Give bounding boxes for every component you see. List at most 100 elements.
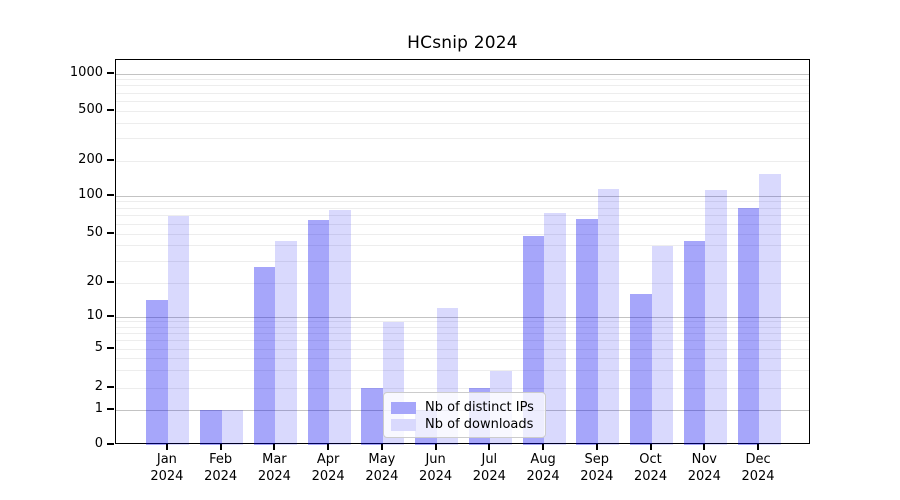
minor-gridline [116,160,809,162]
bar-distinct-ips-oct [630,293,652,445]
x-tick [273,444,276,450]
minor-gridline [116,110,809,112]
minor-gridline [116,233,809,235]
bar-downloads-jan [167,215,190,445]
minor-gridline [116,282,809,284]
x-tick [649,444,652,450]
minor-gridline [116,85,809,87]
y-tick [107,347,114,349]
x-tick-label: Jan 2024 [150,452,184,484]
y-tick-label: 200 [78,152,103,167]
minor-gridline [116,370,809,372]
y-tick-label: 50 [86,225,103,240]
x-tick [380,444,383,450]
minor-gridline [116,207,809,209]
minor-gridline [116,321,809,323]
y-tick [107,194,114,196]
bar-distinct-ips-apr [307,220,330,445]
y-tick-label: 1 [94,401,103,416]
minor-gridline [116,326,809,328]
x-tick-label: Jun 2024 [419,452,453,484]
plot-area [115,59,810,445]
minor-gridline [116,332,809,334]
bar-downloads-oct [651,245,674,445]
legend-swatch-distinct-ips [391,401,416,414]
legend-item-downloads: Nb of downloads [391,416,545,433]
minor-gridline [116,340,809,342]
bar-downloads-dec [759,173,781,445]
x-tick-label: Aug 2024 [526,452,560,484]
minor-gridline [116,223,809,225]
minor-gridline [116,138,809,140]
minor-gridline [116,201,809,203]
minor-gridline [116,79,809,81]
x-tick-label: Oct 2024 [634,452,668,484]
y-tick [107,72,114,74]
major-gridline [116,316,809,318]
minor-gridline [116,122,809,124]
bar-distinct-ips-sep [576,218,598,445]
x-tick [757,444,760,450]
x-tick [327,444,330,450]
bar-downloads-apr [329,209,351,445]
x-tick [219,444,222,450]
x-tick [595,444,598,450]
legend-swatch-downloads [391,418,416,431]
major-gridline [116,195,809,197]
y-tick [107,159,114,161]
x-tick-label: Jul 2024 [472,452,506,484]
minor-gridline [116,100,809,102]
major-gridline [116,73,809,75]
y-tick [107,281,114,283]
x-tick-label: Apr 2024 [311,452,345,484]
minor-gridline [116,387,809,389]
x-tick [542,444,545,450]
legend-label-distinct-ips: Nb of distinct IPs [425,400,534,415]
x-tick-label: Mar 2024 [257,452,291,484]
y-tick [107,386,114,388]
bar-distinct-ips-nov [683,240,706,445]
legend-item-distinct-ips: Nb of distinct IPs [391,399,545,416]
minor-gridline [116,245,809,247]
bar-downloads-sep [597,188,620,445]
y-tick [107,232,114,234]
x-tick-label: Feb 2024 [204,452,238,484]
legend-label-downloads: Nb of downloads [425,417,534,432]
bar-distinct-ips-mar [253,266,276,445]
minor-gridline [116,357,809,359]
x-tick [488,444,491,450]
x-tick [165,444,168,450]
y-tick [107,109,114,111]
y-tick-label: 1000 [69,65,103,80]
bar-downloads-feb [221,410,244,445]
y-tick-label: 2 [94,379,103,394]
y-tick-label: 0 [94,436,103,451]
bar-distinct-ips-jan [146,300,168,445]
bar-downloads-aug [544,212,566,445]
y-tick-label: 10 [86,308,103,323]
y-tick-label: 5 [94,340,103,355]
y-tick [107,408,114,410]
minor-gridline [116,215,809,217]
chart-title: HCsnip 2024 [407,33,518,53]
x-tick-label: Sep 2024 [580,452,614,484]
bar-distinct-ips-may [361,388,383,445]
y-tick [107,443,114,445]
minor-gridline [116,92,809,94]
y-tick-label: 20 [86,274,103,289]
y-tick-label: 100 [78,187,103,202]
x-tick [703,444,706,450]
minor-gridline [116,260,809,262]
minor-gridline [116,348,809,350]
x-tick [434,444,437,450]
y-tick-label: 500 [78,102,103,117]
x-tick-label: May 2024 [365,452,399,484]
x-tick-label: Dec 2024 [741,452,775,484]
bar-distinct-ips-feb [200,410,222,445]
legend: Nb of distinct IPs Nb of downloads [383,392,546,438]
bar-downloads-mar [275,240,297,445]
bar-downloads-nov [705,190,727,445]
bar-distinct-ips-dec [737,208,760,445]
x-tick-label: Nov 2024 [687,452,721,484]
